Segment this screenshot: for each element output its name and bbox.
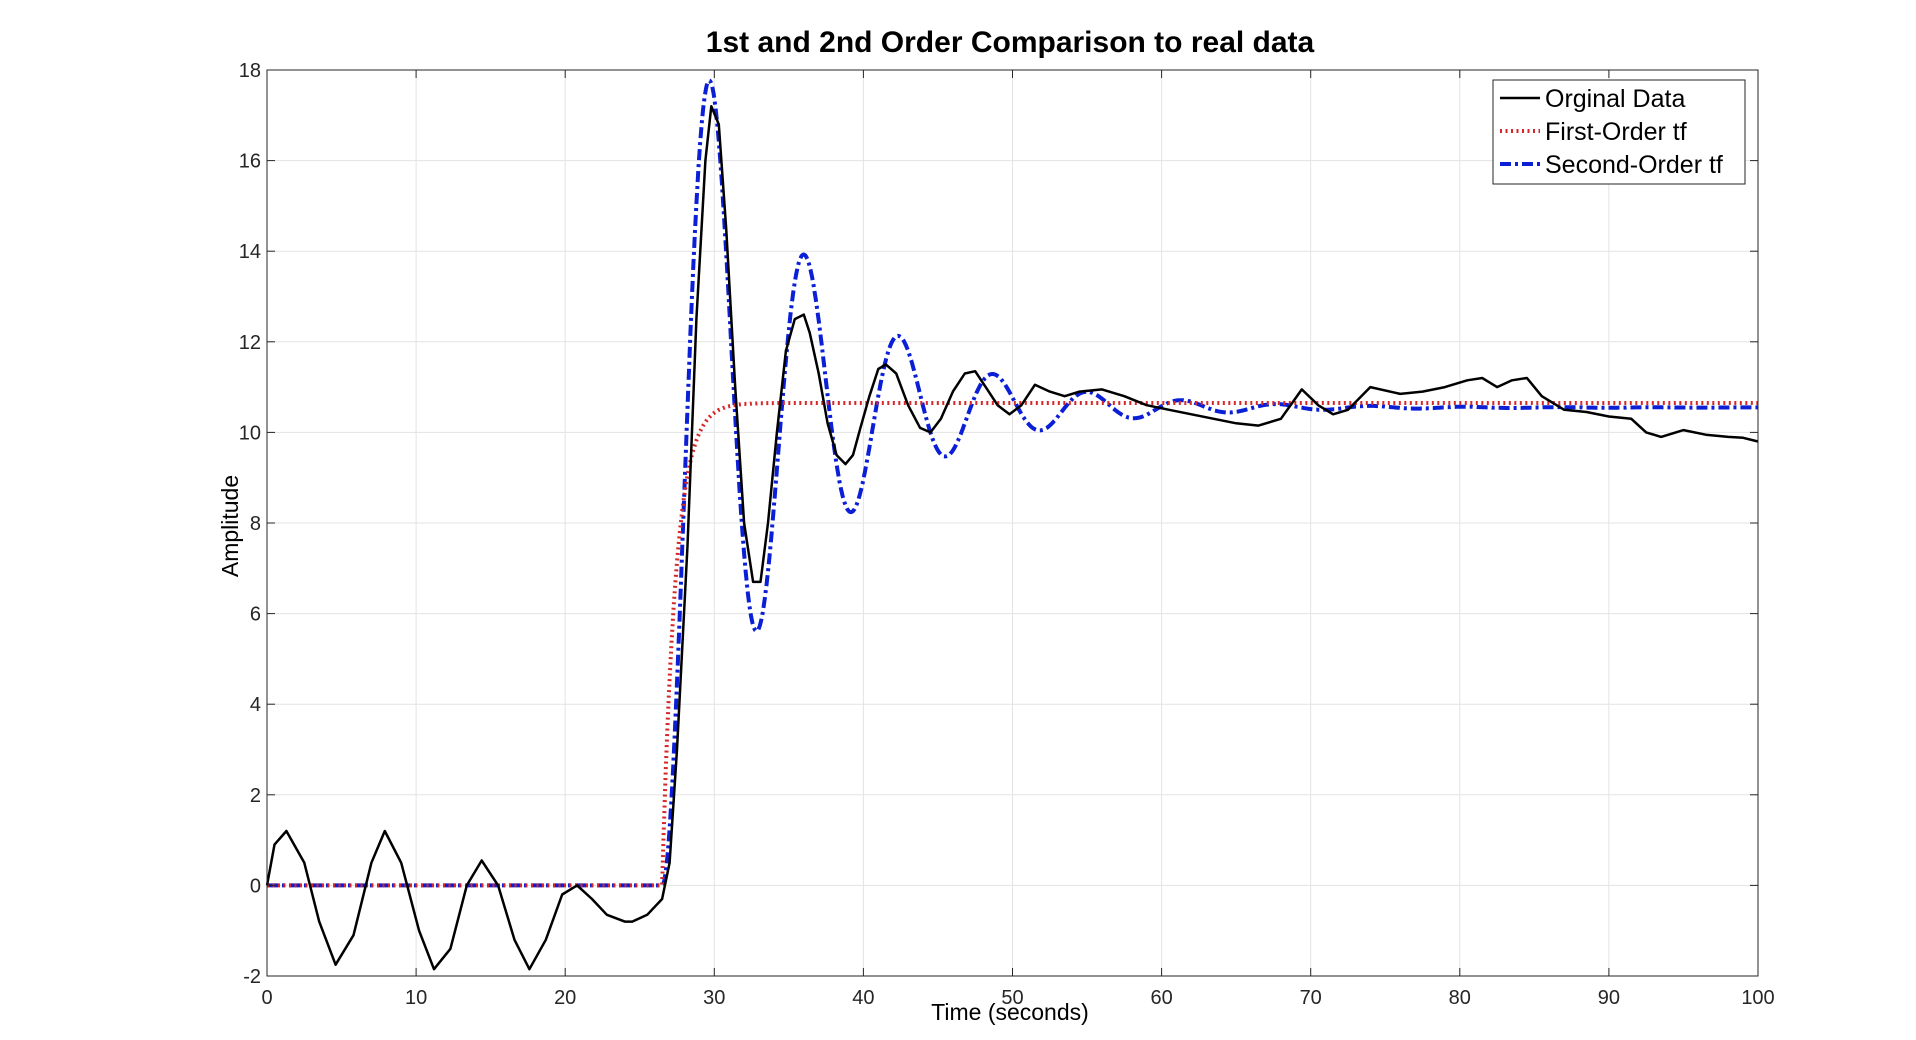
x-tick-label: 10 bbox=[405, 987, 427, 1009]
x-tick-label: 80 bbox=[1449, 987, 1471, 1009]
chart-title: 1st and 2nd Order Comparison to real dat… bbox=[706, 26, 1315, 59]
y-tick-label: 8 bbox=[250, 513, 261, 535]
y-tick-label: 10 bbox=[239, 422, 261, 444]
y-tick-label: 16 bbox=[239, 151, 261, 173]
x-tick-label: 70 bbox=[1300, 987, 1322, 1009]
legend-entry-first-order: First-Order tf bbox=[1545, 118, 1687, 146]
x-tick-label: 30 bbox=[703, 987, 725, 1009]
x-tick-label: 100 bbox=[1741, 987, 1774, 1009]
y-tick-label: -2 bbox=[243, 966, 261, 988]
y-tick-label: 0 bbox=[250, 875, 261, 897]
legend-entry-original: Orginal Data bbox=[1545, 85, 1685, 113]
x-tick-label: 50 bbox=[1001, 987, 1023, 1009]
legend-entry-second-order: Second-Order tf bbox=[1545, 151, 1723, 179]
x-tick-label: 40 bbox=[852, 987, 874, 1009]
y-tick-label: 4 bbox=[250, 694, 261, 716]
y-tick-label: 18 bbox=[239, 60, 261, 82]
x-tick-label: 90 bbox=[1598, 987, 1620, 1009]
series-line-first-order bbox=[265, 401, 1760, 888]
x-axis-label: Time (seconds) bbox=[931, 999, 1089, 1025]
y-tick-label: 14 bbox=[239, 241, 261, 263]
y-tick-label: 12 bbox=[239, 332, 261, 354]
legend: Orginal Data First-Order tf Second-Order… bbox=[1492, 79, 1746, 185]
series-line-original bbox=[265, 104, 1759, 971]
y-axis-label: Amplitude bbox=[217, 475, 243, 577]
y-tick-label: 2 bbox=[250, 785, 261, 807]
x-tick-label: 60 bbox=[1150, 987, 1172, 1009]
x-tick-label: 20 bbox=[554, 987, 576, 1009]
series-layer bbox=[265, 78, 1760, 971]
x-tick-label: 0 bbox=[261, 987, 272, 1009]
y-tick-label: 6 bbox=[250, 604, 261, 626]
